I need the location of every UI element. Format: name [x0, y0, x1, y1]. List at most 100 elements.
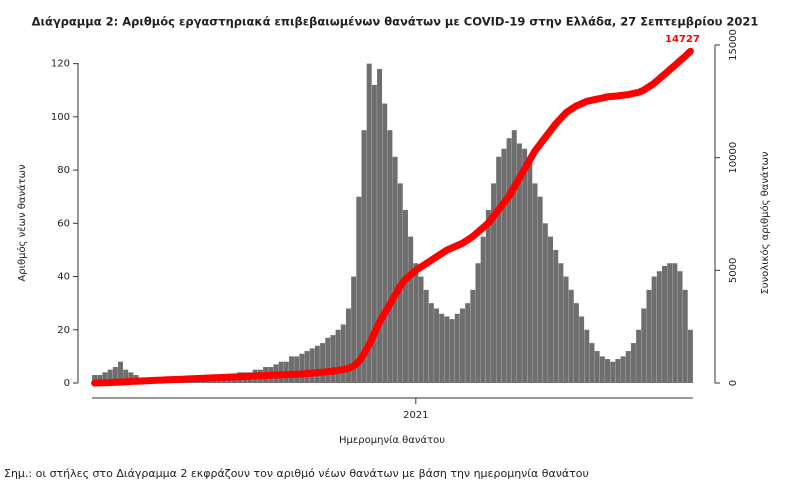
- bar: [356, 196, 362, 383]
- bar: [641, 308, 647, 383]
- bar: [377, 68, 383, 383]
- bar: [563, 276, 569, 383]
- bar: [97, 375, 103, 383]
- bar: [371, 84, 377, 383]
- y-tick-label: 120: [51, 59, 70, 70]
- bar: [584, 329, 590, 383]
- bar: [485, 210, 491, 383]
- bar: [553, 249, 559, 383]
- y2-tick-label: 10000: [728, 142, 739, 174]
- bar: [408, 236, 414, 383]
- bar: [325, 337, 331, 383]
- bar: [112, 367, 118, 383]
- bar: [501, 148, 507, 383]
- bar: [299, 353, 305, 383]
- bar: [118, 361, 123, 383]
- footnote: Σημ.: οι στήλες στο Διάγραμμα 2 εκφράζου…: [4, 467, 589, 480]
- bar: [579, 316, 585, 383]
- bar: [558, 263, 564, 383]
- bar: [496, 156, 502, 383]
- bar: [294, 356, 300, 383]
- bar: [402, 210, 408, 383]
- bar: [345, 308, 351, 383]
- bar: [568, 289, 574, 383]
- bar: [413, 263, 419, 383]
- bar: [522, 148, 528, 383]
- bar: [439, 313, 445, 383]
- x-axis-label: Ημερομηνία θανάτου: [339, 434, 445, 446]
- bar: [366, 63, 372, 384]
- bar: [335, 329, 341, 383]
- bar: [542, 223, 548, 383]
- y2-tick-label: 0: [728, 380, 739, 386]
- y-axis-label: Αριθμός νέων θανάτων: [16, 164, 28, 282]
- bar: [459, 308, 465, 383]
- y-tick-label: 80: [57, 165, 70, 176]
- y2-axis-label: Συνολικός αριθμός θανάτων: [759, 151, 771, 294]
- bar: [605, 359, 610, 383]
- bar: [610, 361, 616, 383]
- bar: [630, 343, 636, 383]
- bar: [392, 156, 398, 383]
- bar: [682, 289, 688, 383]
- bar: [382, 103, 388, 383]
- bar: [620, 356, 626, 383]
- y2-tick-label: 5000: [728, 258, 739, 283]
- bar: [423, 289, 429, 383]
- bar: [470, 289, 476, 383]
- bar: [314, 345, 320, 383]
- value-label: 14727: [665, 34, 700, 45]
- bar: [92, 375, 98, 383]
- chart-title: Διάγραμμα 2: Αριθμός εργαστηριακά επιβεβ…: [32, 15, 759, 29]
- bar: [387, 130, 393, 383]
- bar: [687, 329, 693, 383]
- bar: [449, 319, 455, 383]
- bar: [107, 369, 113, 383]
- bar: [667, 263, 673, 383]
- bar: [589, 343, 595, 383]
- bar: [625, 351, 631, 383]
- bar: [594, 351, 600, 383]
- x-tick-label: 2021: [403, 410, 428, 421]
- y2-tick-label: 15000: [728, 29, 739, 61]
- bar: [491, 183, 497, 383]
- bar: [532, 183, 538, 383]
- bar: [351, 276, 357, 383]
- bar: [677, 271, 683, 383]
- bar: [636, 329, 642, 383]
- bar: [651, 276, 657, 383]
- cumulative-line: [91, 47, 694, 387]
- bar: [537, 196, 543, 383]
- bar: [330, 335, 336, 383]
- bar: [361, 130, 367, 383]
- bar: [340, 324, 346, 383]
- y-tick-label: 40: [57, 272, 70, 283]
- bar: [527, 156, 533, 383]
- bar: [444, 316, 450, 383]
- y-tick-label: 0: [64, 378, 70, 389]
- bar: [511, 130, 517, 383]
- bar: [309, 348, 315, 383]
- bar: [646, 289, 652, 383]
- bar: [516, 143, 522, 383]
- bar: [480, 236, 486, 383]
- y-tick-label: 60: [57, 218, 70, 229]
- bar: [128, 372, 134, 383]
- bar: [573, 303, 579, 383]
- bar: [428, 303, 434, 383]
- y-tick-label: 20: [57, 325, 70, 336]
- bar: [434, 308, 440, 383]
- bar: [662, 265, 667, 383]
- bar: [548, 236, 554, 383]
- bar: [454, 313, 460, 383]
- bar: [672, 263, 678, 383]
- bar: [418, 276, 424, 383]
- bar: [123, 369, 129, 383]
- bar: [304, 351, 310, 383]
- bar: [465, 303, 471, 383]
- bar: [288, 356, 294, 383]
- bar: [506, 138, 512, 383]
- bar: [475, 263, 481, 383]
- bar: [656, 271, 662, 383]
